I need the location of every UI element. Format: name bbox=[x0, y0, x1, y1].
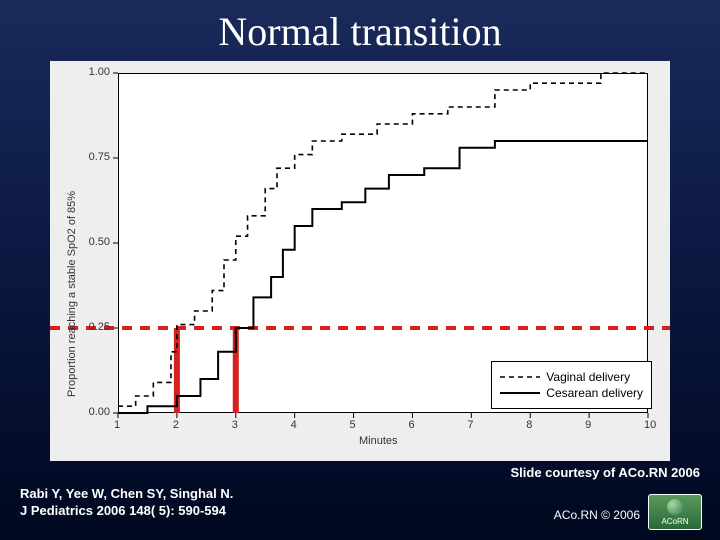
citation: Rabi Y, Yee W, Chen SY, Singhal N. J Ped… bbox=[20, 486, 233, 520]
x-tick-label: 10 bbox=[644, 419, 656, 431]
x-tick-label: 8 bbox=[526, 419, 532, 431]
courtesy-text: Slide courtesy of ACo.RN 2006 bbox=[510, 465, 700, 480]
acorn-logo: ACoRN bbox=[648, 494, 702, 530]
x-tick-label: 7 bbox=[467, 419, 473, 431]
y-axis-label: Proportion reaching a stable SpO2 of 85% bbox=[66, 191, 78, 397]
y-tick-label: 1.00 bbox=[89, 66, 110, 78]
logo-text: ACoRN bbox=[649, 517, 701, 526]
legend-line-sample bbox=[500, 387, 540, 399]
y-tick-label: 0.25 bbox=[89, 321, 110, 333]
legend-label: Vaginal delivery bbox=[546, 370, 630, 384]
citation-line-1: Rabi Y, Yee W, Chen SY, Singhal N. bbox=[20, 486, 233, 503]
x-tick-label: 9 bbox=[585, 419, 591, 431]
x-tick-label: 6 bbox=[408, 419, 414, 431]
y-tick-label: 0.75 bbox=[89, 151, 110, 163]
legend-item: Vaginal delivery bbox=[500, 370, 643, 384]
chart-container: Proportion reaching a stable SpO2 of 85%… bbox=[50, 61, 670, 461]
x-tick-label: 5 bbox=[350, 419, 356, 431]
x-tick-label: 4 bbox=[291, 419, 297, 431]
logo-globe-icon bbox=[667, 499, 683, 515]
y-tick-label: 0.50 bbox=[89, 236, 110, 248]
footer-copyright: ACo.RN © 2006 bbox=[554, 508, 640, 522]
citation-line-2: J Pediatrics 2006 148( 5): 590-594 bbox=[20, 503, 233, 520]
x-tick-label: 1 bbox=[114, 419, 120, 431]
legend-label: Cesarean delivery bbox=[546, 386, 643, 400]
x-axis-label: Minutes bbox=[359, 435, 398, 447]
legend-item: Cesarean delivery bbox=[500, 386, 643, 400]
y-tick-label: 0.00 bbox=[89, 406, 110, 418]
x-tick-label: 3 bbox=[232, 419, 238, 431]
legend: Vaginal delivery Cesarean delivery bbox=[491, 361, 652, 409]
x-tick-label: 2 bbox=[173, 419, 179, 431]
legend-line-sample bbox=[500, 371, 540, 383]
slide-title: Normal transition bbox=[0, 0, 720, 61]
